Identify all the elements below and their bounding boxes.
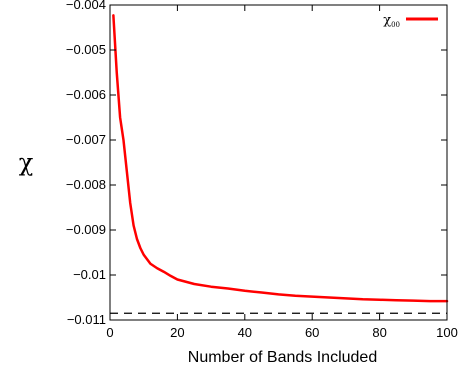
x-tick-label: 20 [170, 325, 184, 340]
y-tick-label: −0.008 [66, 177, 106, 192]
x-axis-label: Number of Bands Included [188, 349, 377, 366]
series-line-chi00 [112, 14, 449, 303]
y-axis-label: χ [19, 149, 34, 177]
legend: χ00 [383, 13, 438, 29]
y-tick-label: −0.006 [66, 87, 106, 102]
legend-subscript: 00 [391, 21, 400, 29]
y-tick-label: −0.009 [66, 222, 106, 237]
x-tick-label: 40 [238, 325, 252, 340]
y-tick-label: −0.01 [73, 267, 106, 282]
x-tick-label: 0 [106, 325, 113, 340]
y-tick-label: −0.005 [66, 42, 106, 57]
legend-label: χ00 [383, 13, 400, 29]
y-tick-label: −0.004 [66, 0, 106, 12]
y-tick-label: −0.011 [67, 312, 106, 327]
x-tick-label: 100 [436, 325, 458, 340]
plot-frame [109, 4, 448, 321]
x-tick-label: 80 [372, 325, 386, 340]
y-tick-label: −0.007 [66, 132, 106, 147]
x-tick-label: 60 [305, 325, 319, 340]
legend-symbol: χ [383, 13, 391, 28]
